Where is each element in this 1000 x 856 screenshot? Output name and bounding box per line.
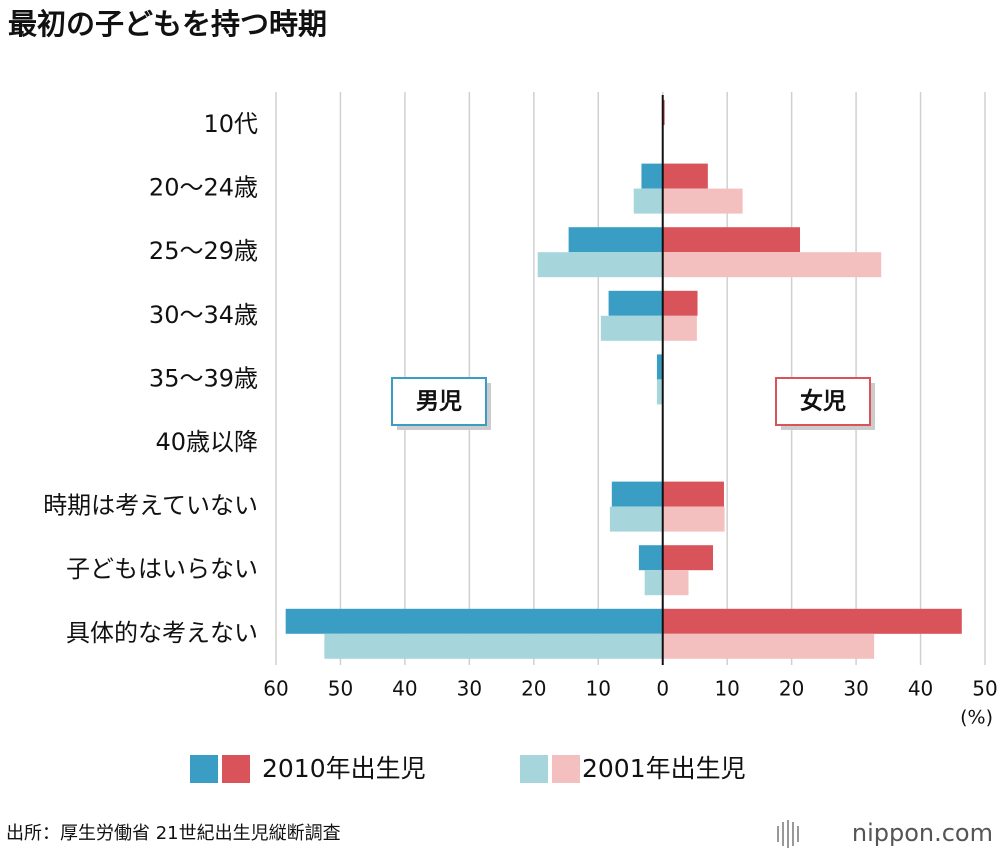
source: 出所：厚生労働省 21世紀出生児縦断調査 [6,823,341,844]
x-tick-label: 50 [328,677,353,701]
legend-label: 2001年出生児 [582,754,746,783]
y-tick-label: 30〜34歳 [149,301,258,329]
x-tick-label: 0 [656,677,669,701]
x-tick-label: 40 [392,677,417,701]
x-tick-label: 60 [263,677,288,701]
bar [662,315,697,341]
bar [638,545,663,571]
brand-icon [777,820,799,848]
legend-swatch [552,755,580,783]
bar [285,608,663,634]
bar [662,188,743,214]
x-tick-label: 30 [843,677,868,701]
annotation-box [391,377,487,426]
x-tick-label: 10 [586,677,611,701]
y-tick-label: 時期は考えていない [43,492,258,520]
y-tick-label: 10代 [203,110,258,138]
legend-label: 2010年出生児 [262,754,426,783]
x-tick-label: 50 [972,677,997,701]
x-tick-label: 40 [908,677,933,701]
bar [662,570,689,596]
bar [644,570,663,596]
y-tick-label: 20〜24歳 [149,174,258,202]
brand: nippon.com [852,819,993,847]
x-axis-unit: (%) [960,707,993,729]
bar [608,290,663,316]
bar [662,252,882,278]
x-tick-label: 30 [457,677,482,701]
annotation-box [775,377,871,426]
y-tick-label: 35〜39歳 [149,364,258,392]
bar [537,252,663,278]
legend-swatch [520,755,548,783]
legend-swatch [190,755,218,783]
chart-title: 最初の子どもを持つ時期 [8,7,327,41]
bar [324,633,663,659]
bar [662,227,801,253]
y-tick-label: 子どもはいらない [66,555,258,583]
bar [656,354,663,380]
bar [633,188,663,214]
bar [662,506,725,532]
annotation: 女児 [800,388,846,415]
y-tick-label: 25〜29歳 [149,237,258,265]
annotation: 男児 [416,389,462,415]
bar [609,506,663,532]
legend-swatch [222,755,250,783]
bar [600,315,663,341]
bar [568,227,663,253]
bar [641,163,663,189]
y-tick-label: 具体的な考えない [66,619,258,647]
x-tick-label: 20 [779,677,804,701]
y-tick-label: 40歳以降 [155,428,258,456]
bar [662,633,875,659]
bar [662,481,724,507]
bar [662,290,698,316]
x-tick-label: 10 [714,677,739,701]
bar [662,545,714,571]
bar [611,481,663,507]
bar [662,163,708,189]
bar [656,379,663,405]
bar [662,608,962,634]
x-tick-label: 20 [521,677,546,701]
